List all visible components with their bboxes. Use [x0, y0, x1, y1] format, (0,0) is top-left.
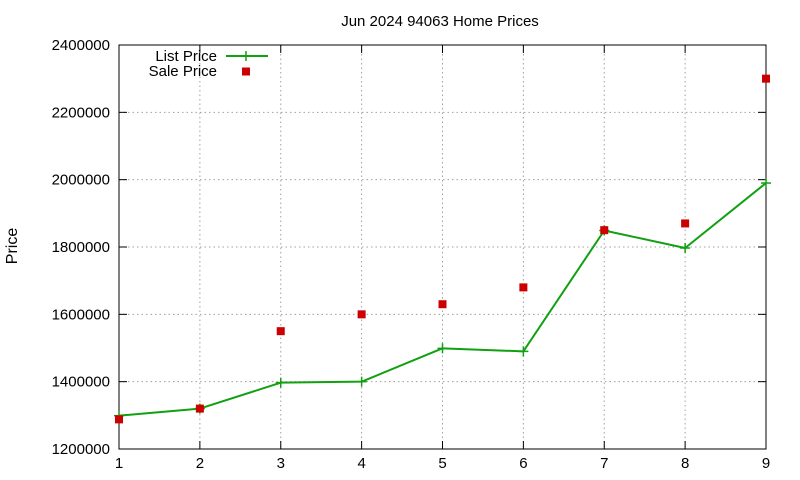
data-point-sale-price: [681, 219, 690, 228]
chart-title: Jun 2024 94063 Home Prices: [341, 13, 539, 30]
y-tick-label: 2200000: [52, 104, 110, 121]
x-axis-tick-labels: 1 2 3 4 5 6 7 8 9: [115, 455, 770, 472]
legend: List Price Sale Price: [149, 48, 268, 80]
legend-label-sale-price: Sale Price: [149, 63, 217, 80]
y-tick-label: 1600000: [52, 306, 110, 323]
data-point-sale-price: [762, 74, 770, 83]
data-point-sale-price: [438, 300, 447, 309]
data-point-sale-price: [600, 226, 609, 235]
data-series: [114, 74, 771, 424]
x-tick-label: 6: [519, 455, 527, 472]
legend-label-list-price: List Price: [155, 48, 217, 65]
y-tick-label: 1800000: [52, 239, 110, 256]
x-tick-label: 7: [600, 455, 608, 472]
y-tick-label: 1400000: [52, 374, 110, 391]
y-tick-label: 2000000: [52, 172, 110, 189]
data-point-sale-price: [357, 310, 366, 319]
data-point-list-price: [761, 178, 771, 189]
data-point-sale-price: [195, 404, 204, 413]
x-tick-label: 2: [196, 455, 204, 472]
y-tick-label: 2400000: [52, 37, 110, 54]
data-point-list-price: [275, 377, 286, 388]
x-tick-label: 3: [277, 455, 285, 472]
x-tick-label: 8: [681, 455, 689, 472]
data-point-sale-price: [115, 415, 123, 424]
series-sale-price: [115, 74, 770, 424]
data-point-list-price: [437, 343, 448, 354]
data-point-sale-price: [519, 283, 528, 292]
legend-marker-list-price: [241, 51, 251, 61]
data-point-sale-price: [276, 327, 285, 336]
x-tick-label: 1: [115, 455, 123, 472]
data-point-list-price: [518, 346, 529, 357]
data-point-list-price: [356, 376, 367, 387]
y-axis-tick-labels: 1200000 1400000 1600000 1800000 2000000 22000…: [52, 37, 110, 458]
y-axis-label: Price: [4, 228, 21, 265]
data-point-list-price: [680, 243, 691, 254]
legend-marker-sale-price: [242, 67, 250, 76]
axis-ticks: [118, 44, 767, 450]
x-tick-label: 4: [357, 455, 365, 472]
y-tick-label: 1200000: [52, 441, 110, 458]
x-tick-label: 5: [438, 455, 446, 472]
x-tick-label: 9: [762, 455, 770, 472]
